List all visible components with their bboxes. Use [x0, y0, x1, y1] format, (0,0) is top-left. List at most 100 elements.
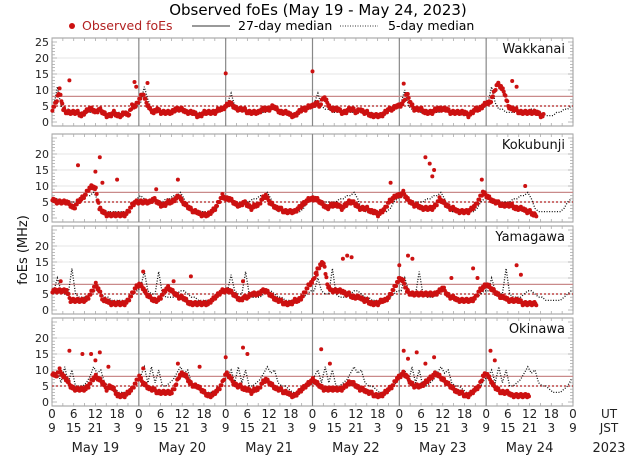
observed-point: [50, 108, 55, 113]
x-tick-jst: 3: [287, 421, 295, 435]
x-tick-ut: 18: [457, 407, 472, 421]
observed-point: [175, 361, 180, 366]
observed-point: [406, 96, 411, 100]
observed-point: [127, 209, 132, 214]
x-tick-ut: 0: [569, 407, 577, 421]
observed-point: [175, 177, 180, 182]
chart-title: Observed foEs (May 19 - May 24, 2023): [169, 1, 467, 19]
jst-label: JST: [599, 421, 619, 435]
x-tick-ut: 18: [283, 407, 298, 421]
observed-point: [179, 196, 184, 201]
observed-point: [492, 358, 497, 363]
observed-point: [222, 377, 227, 382]
x-axis: 0961512211830961512211830961512211830961…: [48, 407, 577, 456]
observed-point: [432, 168, 437, 172]
observed-point: [391, 383, 396, 388]
observed-point: [382, 208, 387, 212]
observed-point: [131, 290, 136, 295]
observed-point: [93, 169, 98, 174]
x-tick-jst: 21: [88, 421, 103, 435]
observed-point: [400, 102, 405, 107]
observed-point: [219, 383, 224, 388]
observed-point: [312, 276, 317, 280]
y-tick-label: 0: [42, 116, 49, 129]
observed-point: [475, 276, 480, 280]
observed-point: [133, 381, 138, 386]
x-tick-ut: 12: [522, 407, 537, 421]
observed-point: [258, 385, 263, 390]
y-tick-label: 15: [35, 256, 49, 269]
observed-point: [93, 185, 98, 190]
y-tick-label: 10: [35, 364, 49, 377]
observed-point: [82, 196, 86, 200]
y-tick-label: 5: [42, 288, 49, 301]
observed-point: [134, 84, 139, 89]
observed-point: [127, 112, 132, 117]
observed-point: [479, 177, 484, 182]
panel-yamagawa: 0 5 10 15 20 Yamagawa: [35, 225, 574, 317]
observed-point: [471, 266, 476, 271]
observed-point: [184, 372, 189, 377]
observed-point: [402, 281, 407, 286]
observed-point: [154, 187, 159, 192]
x-tick-jst: 9: [222, 421, 230, 435]
observed-point: [432, 355, 437, 360]
observed-point: [67, 78, 72, 83]
observed-point: [523, 184, 528, 188]
y-tick-label: 15: [35, 348, 49, 361]
station-label: Kokubunji: [502, 138, 565, 153]
panel-okinawa: 0 5 10 15 20 Okinawa: [35, 317, 574, 409]
observed-point: [345, 253, 350, 258]
y-tick-label: 0: [42, 212, 49, 225]
observed-point: [99, 293, 104, 298]
observed-point: [423, 361, 428, 366]
observed-point: [54, 99, 59, 104]
observed-point: [534, 214, 539, 219]
y-axis-label: foEs (MHz): [16, 215, 31, 285]
observed-point: [300, 294, 305, 299]
x-tick-ut: 0: [135, 407, 143, 421]
observed-point: [217, 387, 222, 392]
observed-point: [385, 204, 389, 209]
observed-point: [388, 180, 393, 185]
station-label: Wakkanai: [502, 42, 565, 57]
observed-point: [98, 289, 103, 294]
observed-point: [131, 385, 136, 390]
x-tick-ut: 18: [370, 407, 385, 421]
observed-point: [403, 97, 408, 102]
observed-point: [401, 81, 406, 86]
observed-point: [489, 100, 494, 104]
observed-point: [322, 264, 327, 269]
x-tick-jst: 9: [396, 421, 404, 435]
observed-point: [160, 292, 165, 297]
observed-point: [394, 284, 399, 288]
observed-point: [405, 374, 410, 379]
ut-label: UT: [601, 407, 618, 421]
observed-point: [397, 263, 402, 268]
observed-point: [299, 297, 304, 302]
observed-point: [74, 202, 79, 207]
observed-point: [472, 204, 477, 209]
day-label: May 24: [506, 441, 554, 456]
observed-point: [389, 292, 394, 296]
x-tick-jst: 15: [240, 421, 255, 435]
x-tick-ut: 12: [435, 407, 450, 421]
panel-kokubunji: 0 5 10 15 20 Kokubunji: [35, 133, 574, 225]
observed-point: [58, 279, 63, 284]
observed-point: [57, 366, 62, 371]
observed-point: [66, 292, 71, 296]
y-tick-label: 15: [35, 164, 49, 177]
year-label: 2023: [592, 441, 625, 456]
observed-point: [80, 352, 85, 356]
observed-point: [401, 348, 406, 353]
observed-point: [475, 293, 480, 298]
observed-point: [215, 204, 219, 208]
observed-point: [449, 276, 454, 280]
x-tick-jst: 21: [522, 421, 537, 435]
observed-point: [83, 192, 88, 197]
observed-point: [500, 86, 505, 91]
observed-point: [223, 71, 228, 76]
observed-point: [534, 303, 539, 308]
observed-point: [324, 97, 329, 102]
observed-point: [405, 92, 410, 96]
